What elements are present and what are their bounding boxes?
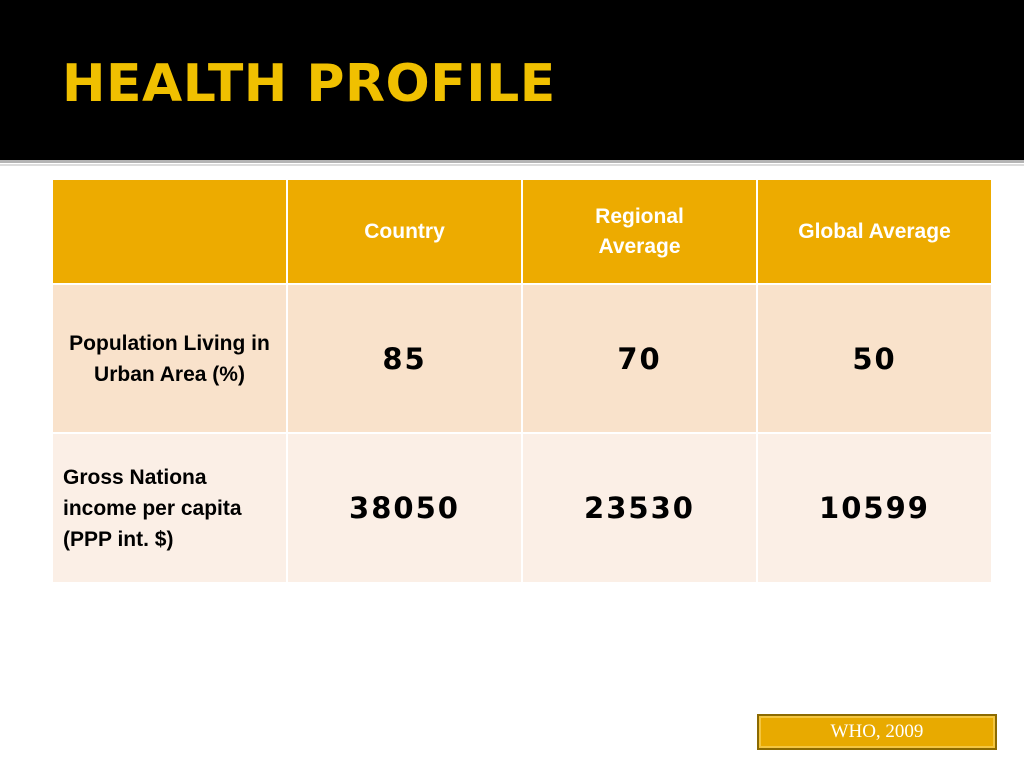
header-cell-regional-average: Regional Average bbox=[521, 178, 758, 285]
source-citation: WHO, 2009 bbox=[757, 714, 997, 750]
health-profile-table: Country Regional Average Global Average … bbox=[51, 178, 993, 584]
table-row: Population Living in Urban Area (%) 85 7… bbox=[51, 283, 993, 434]
header-cell-global-average: Global Average bbox=[756, 178, 993, 285]
slide-title: HEALTH PROFILE bbox=[62, 54, 556, 114]
table-row: Gross Nationa income per capita (PPP int… bbox=[51, 432, 993, 584]
title-bar: HEALTH PROFILE bbox=[0, 0, 1024, 160]
cell-country-value: 38050 bbox=[286, 432, 523, 584]
cell-regional-value: 23530 bbox=[521, 432, 758, 584]
cell-country-value: 85 bbox=[286, 283, 523, 434]
table-header-row: Country Regional Average Global Average bbox=[51, 178, 993, 285]
divider-line bbox=[0, 160, 1024, 163]
row-label-urban-population: Population Living in Urban Area (%) bbox=[51, 283, 288, 434]
header-cell-empty bbox=[51, 178, 288, 285]
row-label-gni-per-capita: Gross Nationa income per capita (PPP int… bbox=[51, 432, 288, 584]
cell-regional-value: 70 bbox=[521, 283, 758, 434]
header-cell-country: Country bbox=[286, 178, 523, 285]
cell-global-value: 10599 bbox=[756, 432, 993, 584]
divider-line-light bbox=[0, 164, 1024, 166]
cell-global-value: 50 bbox=[756, 283, 993, 434]
